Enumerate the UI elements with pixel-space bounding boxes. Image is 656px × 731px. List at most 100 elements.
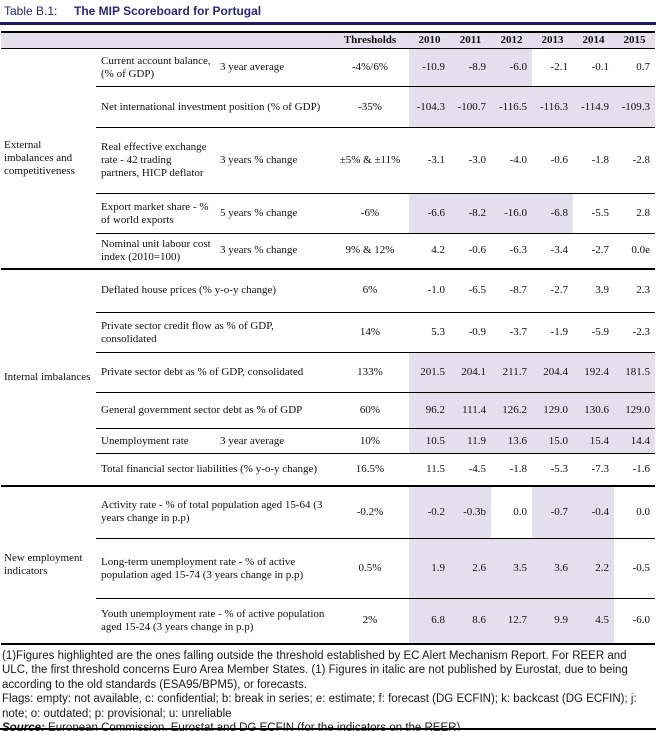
group-label: External imbalances and competitiveness [1, 48, 96, 270]
data-cell: -0.4 [573, 485, 614, 539]
data-cell: -6.0 [491, 48, 532, 87]
data-cell: -4.0 [491, 127, 532, 194]
data-cell: -3.7 [491, 312, 532, 353]
data-cell: -6.8 [532, 193, 573, 234]
data-cell: 96.2 [409, 392, 450, 429]
data-cell: 2.3 [614, 268, 655, 313]
data-cell: 2.6 [450, 538, 491, 599]
data-cell: -2.1 [532, 48, 573, 87]
data-cell: -104.3 [409, 86, 450, 128]
col-header-year: 2012 [491, 31, 532, 49]
data-cell: -0.7 [532, 485, 573, 539]
data-cell: -7.3 [573, 453, 614, 487]
data-cell: -6.0 [614, 598, 655, 645]
threshold-value: 14% [331, 312, 409, 353]
data-cell: 3.6 [532, 538, 573, 599]
indicator-name: Activity rate - % of total population ag… [96, 485, 331, 539]
data-cell: 204.1 [450, 352, 491, 393]
data-cell: -8.9 [450, 48, 491, 87]
threshold-value: -6% [331, 193, 409, 234]
indicator-name: Nominal unit labour cost index (2010=100… [96, 233, 218, 270]
data-cell: -16.0 [491, 193, 532, 234]
indicator-row: New employment indicators Activity rate -… [1, 485, 655, 645]
threshold-value: 2% [331, 598, 409, 645]
data-cell: -10.9 [409, 48, 450, 87]
data-cell: 10.5 [409, 428, 450, 454]
data-cell: -5.9 [573, 312, 614, 353]
bottom-divider [0, 728, 656, 730]
data-cell: 0.0e [614, 233, 655, 270]
data-cell: -0.9 [450, 312, 491, 353]
data-cell: -6.3 [491, 233, 532, 270]
data-cell: -0.6 [532, 127, 573, 194]
footnote-flags: Flags: empty: not available, c: confiden… [2, 693, 637, 720]
indicator-name: Net international investment position (%… [96, 86, 331, 128]
indicator-name: Unemployment rate [96, 428, 218, 454]
source-text: European Commission, Eurostat and DG ECF… [48, 722, 461, 731]
footnote-thresholds: (1)Figures highlighted are the ones fall… [2, 649, 628, 691]
indicator-row: Nominal unit labour cost index (2010=100… [1, 233, 655, 270]
data-cell: -0.6 [450, 233, 491, 270]
indicator-name: Total financial sector liabilities (% y-… [96, 453, 331, 487]
indicator-sublabel: 3 year average [218, 428, 331, 454]
page-title: The MIP Scoreboard for Portugal [74, 4, 262, 18]
data-cell: 204.4 [532, 352, 573, 393]
indicator-sublabel: 5 years % change [218, 193, 331, 234]
indicator-name: Youth unemployment rate - % of active po… [96, 598, 331, 645]
data-cell: 3.5 [491, 538, 532, 599]
data-cell: -114.9 [573, 86, 614, 128]
data-cell: -1.6 [614, 453, 655, 487]
data-cell: -116.3 [532, 86, 573, 128]
data-cell: 8.6 [450, 598, 491, 645]
indicator-sublabel: 3 year average [218, 48, 331, 87]
data-cell: 5.3 [409, 312, 450, 353]
data-cell: 0.0 [491, 485, 532, 539]
threshold-value: ±5% & ±11% [331, 127, 409, 194]
data-cell: 126.2 [491, 392, 532, 429]
indicator-row: Long-term unemployment rate - % of activ… [1, 538, 655, 599]
data-cell: 12.7 [491, 598, 532, 645]
indicator-name: Deflated house prices (% y-o-y change) [96, 268, 331, 313]
data-cell: 4.5 [573, 598, 614, 645]
indicator-name: Private sector debt as % of GDP, consoli… [96, 352, 331, 393]
data-cell: 201.5 [409, 352, 450, 393]
col-header-empty [96, 31, 218, 49]
footnote-source: Source: European Commission, Eurostat an… [2, 721, 654, 731]
col-header-empty [1, 31, 96, 49]
data-cell: -3.0 [450, 127, 491, 194]
data-cell: -5.5 [573, 193, 614, 234]
indicator-row: Real effective exchange rate - 42 tradin… [1, 127, 655, 194]
data-cell: 0.7 [614, 48, 655, 87]
indicator-name: Export market share - % of world exports [96, 193, 218, 234]
data-cell: -6.6 [409, 193, 450, 234]
threshold-value: 0.5% [331, 538, 409, 599]
data-cell: 13.6 [491, 428, 532, 454]
data-cell: -2.3 [614, 312, 655, 353]
data-cell: -0.1 [573, 48, 614, 87]
data-cell: 6.8 [409, 598, 450, 645]
data-cell: 0.0 [614, 485, 655, 539]
data-cell: -1.9 [532, 312, 573, 353]
col-header-thresholds: Thresholds [331, 31, 409, 49]
data-cell: -2.7 [532, 268, 573, 313]
footnotes: (1)Figures highlighted are the ones fall… [0, 645, 656, 731]
data-cell: 1.9 [409, 538, 450, 599]
data-cell: -8.7 [491, 268, 532, 313]
data-cell: -0.3b [450, 485, 491, 539]
indicator-row: Export market share - % of world exports… [1, 193, 655, 234]
data-cell: 11.9 [450, 428, 491, 454]
indicator-row: Total financial sector liabilities (% y-… [1, 453, 655, 487]
indicator-row: Private sector credit flow as % of GDP, … [1, 312, 655, 353]
data-cell: -2.8 [614, 127, 655, 194]
threshold-value: 6% [331, 268, 409, 313]
threshold-value: 9% & 12% [331, 233, 409, 270]
threshold-value: -35% [331, 86, 409, 128]
data-cell: 129.0 [614, 392, 655, 429]
indicator-name: Current account balance, (% of GDP) [96, 48, 218, 87]
data-cell: -1.8 [491, 453, 532, 487]
source-label: Source: [2, 722, 45, 731]
indicator-row: General government sector debt as % of G… [1, 392, 655, 429]
table-body: External imbalances and competitiveness C… [1, 48, 655, 645]
threshold-value: 133% [331, 352, 409, 393]
data-cell: 2.8 [614, 193, 655, 234]
